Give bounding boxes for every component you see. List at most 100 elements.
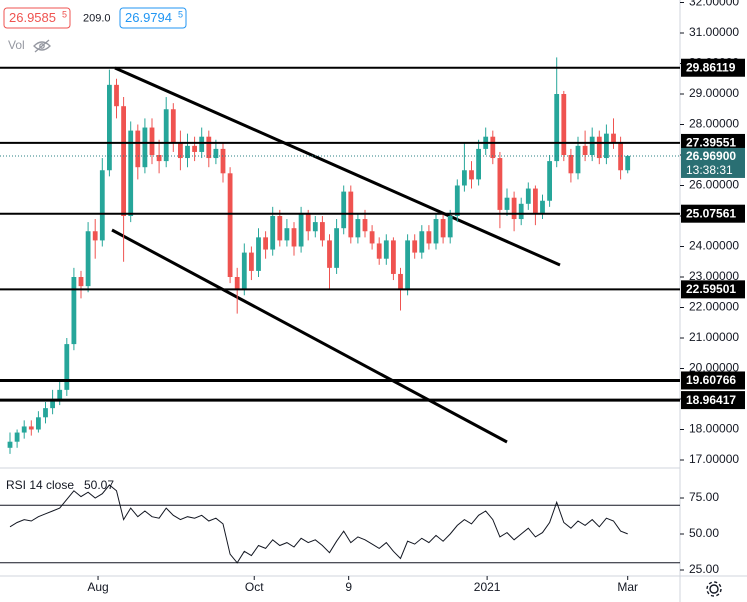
candle-body (142, 127, 148, 168)
candle-body (178, 142, 183, 159)
rsi-line (9, 484, 628, 564)
quote-text: 26.9794 (125, 10, 172, 25)
candle-body (497, 158, 503, 210)
candle-body (596, 136, 602, 159)
candle-body (107, 84, 112, 171)
y-tick-label: 29.00000 (689, 86, 739, 100)
rsi-tick-label: 50.00 (689, 526, 719, 540)
candle-body (99, 170, 105, 241)
candle-body (50, 399, 55, 409)
candle-body (533, 188, 538, 213)
candle-body (114, 84, 119, 107)
candle-body (618, 142, 623, 171)
settings-icon[interactable] (706, 581, 722, 597)
trend-line (114, 66, 561, 267)
candle-body (525, 188, 531, 204)
candle-body (554, 94, 560, 162)
x-tick-label: Mar (617, 580, 638, 594)
level-label: 25.07561 (686, 206, 736, 220)
level-label: 19.60766 (686, 373, 736, 387)
candle-body (64, 344, 70, 390)
candle-body (291, 228, 297, 247)
quote-box (3, 7, 71, 29)
candle-body (192, 145, 197, 152)
candle-body (156, 155, 162, 162)
candle-body (36, 417, 41, 430)
y-tick-label: 24.00000 (689, 239, 739, 253)
quote-text: 26.9585 (9, 10, 56, 25)
y-tick-label: 31.00000 (689, 25, 739, 39)
price-label: 26.96900 (686, 149, 736, 163)
candle-body (128, 130, 134, 216)
level-label-box (681, 204, 745, 223)
candle-body (241, 252, 247, 290)
y-tick-label: 22.00000 (689, 300, 739, 314)
candle-body (234, 277, 240, 290)
candle-body (462, 170, 467, 186)
level-label-box (681, 58, 745, 77)
candle-body (383, 240, 389, 259)
candle-body (220, 148, 226, 174)
candle-body (454, 185, 460, 216)
candle-body (85, 231, 91, 287)
candle-body (277, 216, 283, 241)
level-label: 18.96417 (686, 393, 736, 407)
quote-text: 209.0 (83, 12, 111, 24)
candle-body (582, 145, 588, 155)
level-label-box (681, 280, 745, 299)
candle-body (121, 106, 126, 216)
candle-body (355, 219, 361, 238)
candle-body (14, 432, 20, 442)
candle-body (604, 133, 609, 159)
candle-body (298, 212, 304, 247)
candle-body (312, 222, 318, 232)
candle-body (185, 145, 190, 159)
candle-body (405, 240, 410, 290)
countdown: 13:38:31 (686, 163, 733, 177)
candle-body (213, 148, 219, 159)
rsi-tick-label: 75.00 (689, 490, 719, 504)
candle-body (561, 94, 567, 155)
candle-body (589, 136, 595, 155)
candle-body (263, 237, 268, 250)
candle-body (327, 240, 332, 268)
candle-body (504, 197, 510, 210)
price-label-box (681, 147, 745, 178)
level-label: 29.86119 (686, 60, 736, 74)
y-tick-label: 28.00000 (689, 117, 739, 131)
candle-body (149, 127, 155, 155)
x-tick-label: Oct (245, 580, 264, 594)
volume-label: Vol (8, 38, 25, 52)
y-tick-label: 23.00000 (689, 269, 739, 283)
candle-body (440, 219, 446, 238)
candle-body (469, 170, 474, 180)
y-tick-label: 20.00000 (689, 361, 739, 375)
quote-small: 5 (62, 9, 67, 19)
candle-body (433, 219, 439, 244)
candle-body (426, 231, 432, 244)
candle-body (540, 200, 545, 213)
x-tick-label: 9 (345, 580, 352, 594)
candle-body (7, 441, 13, 448)
level-label-box (681, 371, 745, 390)
y-tick-label: 21.00000 (689, 330, 739, 344)
candle-body (199, 136, 205, 152)
quote-small: 5 (178, 9, 183, 19)
candle-body (170, 109, 176, 143)
candle-body (547, 161, 552, 201)
candle-body (163, 109, 169, 162)
candle-body (249, 252, 254, 271)
quote-bar: 26.9585 5 209.0 26.9794 5 (3, 7, 187, 29)
candle-body (447, 216, 453, 238)
candle-body (376, 243, 382, 259)
candle-body (518, 203, 524, 220)
candle-body (568, 155, 574, 174)
candle-body (334, 228, 339, 268)
trend-line (111, 228, 508, 444)
candle-body (206, 136, 212, 159)
candle-body (284, 228, 290, 241)
candle-body (305, 212, 311, 232)
